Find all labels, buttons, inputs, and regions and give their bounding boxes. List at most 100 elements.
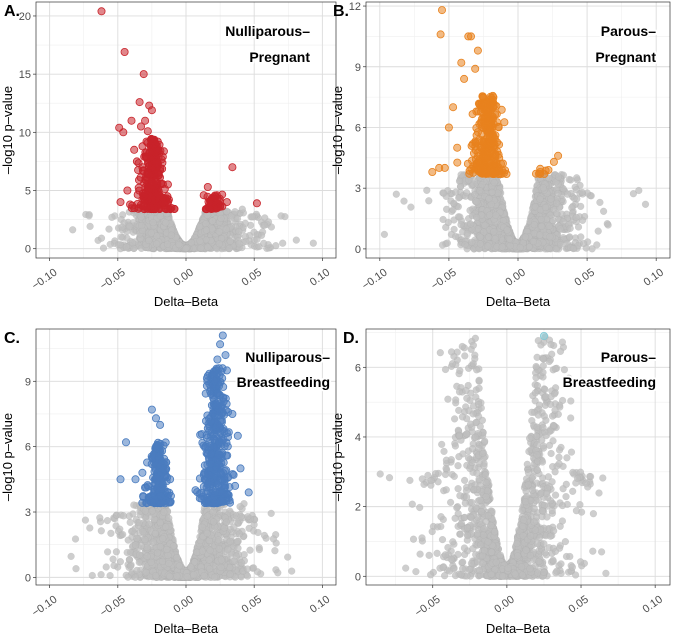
data-point bbox=[242, 237, 250, 246]
significant-point bbox=[228, 163, 237, 172]
data-point bbox=[97, 527, 105, 535]
data-point bbox=[566, 224, 574, 233]
data-point bbox=[486, 211, 494, 219]
x-tick-label: 0.05 bbox=[240, 267, 264, 289]
data-point bbox=[456, 213, 464, 221]
data-point bbox=[488, 188, 496, 196]
significant-point bbox=[199, 191, 208, 200]
data-point bbox=[538, 222, 546, 230]
significant-point bbox=[440, 163, 449, 172]
y-tick-label: 5 bbox=[25, 186, 31, 198]
significant-point bbox=[472, 124, 481, 133]
data-point bbox=[204, 243, 212, 251]
data-point bbox=[292, 236, 300, 244]
data-point bbox=[309, 239, 317, 247]
data-point bbox=[485, 233, 493, 241]
panel-letter: B. bbox=[333, 3, 349, 20]
data-point bbox=[554, 173, 563, 181]
data-point bbox=[463, 229, 471, 238]
significant-point bbox=[130, 145, 139, 154]
data-point bbox=[106, 571, 114, 580]
data-point bbox=[147, 229, 155, 237]
data-point bbox=[443, 239, 451, 247]
data-point bbox=[440, 189, 448, 197]
x-tick-label: 0.05 bbox=[573, 267, 597, 289]
y-tick-label: 12 bbox=[349, 1, 361, 13]
y-axis-label: –log10 p–value bbox=[0, 86, 15, 174]
significant-point bbox=[119, 128, 128, 137]
panel-title: Nulliparous– bbox=[225, 23, 310, 39]
significant-point bbox=[127, 116, 136, 125]
y-tick-label: 6 bbox=[25, 442, 31, 454]
data-point bbox=[71, 535, 80, 543]
significant-point bbox=[123, 186, 132, 195]
data-point bbox=[187, 239, 196, 247]
data-point bbox=[491, 235, 499, 243]
data-point bbox=[506, 242, 514, 250]
data-point bbox=[450, 199, 458, 207]
y-axis-label: –log10 p–value bbox=[330, 86, 345, 174]
x-tick-label: 0.10 bbox=[308, 267, 332, 289]
data-point bbox=[97, 234, 106, 242]
significant-point bbox=[478, 92, 487, 101]
data-point bbox=[128, 239, 137, 247]
significant-point bbox=[126, 200, 135, 209]
data-point bbox=[105, 225, 113, 233]
data-point bbox=[215, 228, 223, 236]
data-point bbox=[222, 225, 230, 233]
significant-point bbox=[428, 167, 437, 176]
data-point bbox=[217, 214, 225, 223]
data-point bbox=[260, 221, 269, 229]
data-point bbox=[516, 243, 524, 252]
significant-point bbox=[163, 180, 172, 189]
significant-point bbox=[160, 193, 169, 202]
significant-point bbox=[151, 153, 160, 162]
y-tick-label: 9 bbox=[355, 62, 361, 74]
data-point bbox=[537, 215, 545, 224]
data-point bbox=[457, 182, 465, 191]
significant-point bbox=[436, 30, 445, 39]
data-point bbox=[197, 244, 205, 252]
data-point bbox=[596, 198, 604, 207]
x-tick-label: 0.00 bbox=[171, 267, 195, 289]
y-tick-label: 15 bbox=[19, 69, 31, 81]
data-point bbox=[490, 228, 498, 236]
data-point bbox=[484, 242, 492, 250]
data-point bbox=[573, 174, 581, 182]
data-point bbox=[246, 546, 254, 554]
data-point bbox=[545, 222, 553, 230]
data-point bbox=[122, 243, 131, 251]
data-point bbox=[392, 190, 400, 198]
y-tick-label: 3 bbox=[25, 507, 31, 519]
data-point bbox=[238, 205, 246, 213]
data-point bbox=[162, 219, 170, 227]
significant-point bbox=[222, 198, 231, 207]
significant-point bbox=[144, 186, 153, 195]
data-point bbox=[572, 213, 580, 222]
data-point bbox=[570, 194, 578, 203]
data-point bbox=[635, 186, 643, 195]
significant-point bbox=[120, 48, 129, 57]
data-point bbox=[556, 241, 565, 249]
panel-c: −0.10 −0.05 0.00 0.05 0.100369Delta–Beta–log… bbox=[0, 328, 337, 636]
data-point bbox=[463, 189, 471, 197]
data-point bbox=[235, 227, 243, 236]
significant-point bbox=[148, 196, 157, 205]
data-point bbox=[566, 233, 574, 241]
data-point bbox=[577, 202, 585, 211]
significant-point bbox=[135, 98, 144, 107]
panel-b: −0.10 −0.05 0.00 0.05 0.10036912Delta–Beta–l… bbox=[330, 1, 671, 309]
y-tick-label: 20 bbox=[19, 11, 31, 23]
data-point bbox=[85, 212, 93, 220]
data-point bbox=[106, 240, 114, 249]
data-point bbox=[407, 203, 415, 211]
data-point bbox=[578, 216, 587, 225]
significant-point bbox=[460, 74, 469, 83]
x-tick-label: −0.05 bbox=[429, 267, 459, 293]
significant-point bbox=[154, 169, 163, 178]
data-point bbox=[457, 221, 465, 229]
data-point bbox=[231, 208, 239, 216]
x-axis-label: Delta–Beta bbox=[154, 294, 219, 309]
significant-point bbox=[453, 143, 462, 152]
data-point bbox=[99, 244, 108, 252]
